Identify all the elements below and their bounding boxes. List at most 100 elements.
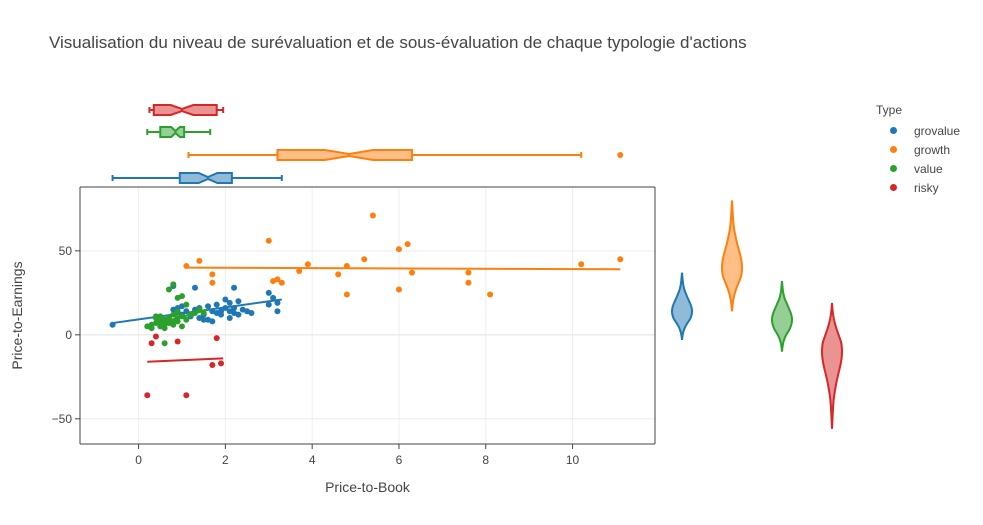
point-growth	[278, 279, 285, 286]
point-value	[157, 313, 164, 320]
point-value	[183, 316, 190, 323]
violin-value	[770, 280, 794, 352]
point-value	[178, 293, 185, 300]
point-growth	[209, 271, 216, 278]
point-value	[161, 340, 168, 347]
point-grovalue	[226, 315, 233, 322]
point-risky	[183, 392, 190, 399]
point-risky	[152, 333, 159, 340]
violin-risky	[821, 302, 843, 429]
point-grovalue	[209, 318, 216, 325]
point-growth	[487, 291, 494, 298]
point-value	[196, 306, 203, 313]
point-grovalue	[213, 301, 220, 308]
point-growth	[395, 246, 402, 253]
point-grovalue	[192, 284, 198, 291]
legend: Type grovalue growth value risky	[876, 103, 960, 197]
trendline-growth	[186, 266, 621, 271]
point-value	[170, 281, 177, 288]
point-risky	[209, 362, 216, 369]
point-grovalue	[196, 315, 203, 322]
point-grovalue	[222, 296, 229, 303]
y-axis-title: Price-to-Earnings	[9, 261, 25, 369]
point-value	[200, 309, 207, 316]
point-value	[152, 313, 159, 320]
point-value	[174, 318, 181, 325]
point-value	[178, 313, 185, 320]
point-grovalue	[270, 294, 277, 301]
point-risky	[174, 338, 181, 345]
point-risky	[213, 335, 220, 342]
chart-title: Visualisation du niveau de surévaluation…	[49, 33, 747, 52]
point-growth	[274, 276, 281, 283]
point-growth	[335, 271, 342, 278]
legend-marker-risky	[890, 184, 897, 191]
x-tick-label: 6	[396, 453, 403, 467]
legend-item-risky[interactable]: risky	[876, 178, 960, 197]
point-growth	[617, 256, 624, 263]
point-grovalue	[274, 299, 281, 306]
legend-label-growth: growth	[914, 142, 951, 157]
point-grovalue	[218, 308, 225, 315]
x-tick-label: 0	[135, 453, 142, 467]
point-growth	[183, 262, 190, 269]
point-growth	[361, 256, 368, 263]
point-value	[148, 325, 155, 332]
point-value	[161, 325, 168, 332]
y-tick-label: 0	[65, 328, 72, 342]
point-grovalue	[231, 284, 238, 291]
trendline-risky	[147, 357, 224, 363]
box-risky	[152, 104, 218, 116]
legend-item-growth[interactable]: growth	[876, 140, 960, 159]
point-growth	[209, 279, 216, 286]
point-growth	[395, 286, 402, 293]
point-risky	[218, 360, 225, 367]
y-tick-label: −50	[52, 412, 73, 426]
point-grovalue	[205, 303, 212, 310]
legend-item-value[interactable]: value	[876, 159, 960, 178]
box-value	[159, 126, 186, 138]
box-grovalue	[178, 172, 233, 184]
legend-label-value: value	[914, 161, 943, 176]
point-grovalue	[235, 298, 242, 305]
point-grovalue	[265, 289, 272, 296]
point-growth	[465, 269, 472, 276]
x-tick-label: 2	[222, 453, 229, 467]
point-grovalue	[109, 321, 116, 328]
point-value	[170, 311, 177, 318]
point-grovalue	[235, 311, 242, 318]
point-growth	[265, 237, 272, 244]
box-outlier-growth	[617, 152, 624, 158]
point-growth	[343, 262, 350, 269]
legend-item-grovalue[interactable]: grovalue	[876, 121, 960, 140]
violin-grovalue	[670, 272, 694, 340]
y-tick-label: 50	[59, 244, 73, 258]
point-grovalue	[274, 308, 281, 315]
legend-label-risky: risky	[914, 180, 939, 195]
point-grovalue	[248, 309, 255, 316]
x-axis-title: Price-to-Book	[325, 479, 411, 495]
point-grovalue	[226, 299, 233, 306]
x-tick-label: 4	[309, 453, 316, 467]
point-value	[165, 286, 172, 293]
point-risky	[148, 340, 155, 347]
point-growth	[343, 291, 350, 298]
point-growth	[578, 261, 585, 268]
point-grovalue	[183, 308, 190, 315]
legend-marker-growth	[890, 146, 897, 153]
point-growth	[304, 261, 311, 268]
point-growth	[465, 279, 472, 286]
point-grovalue	[231, 304, 238, 311]
point-value	[165, 315, 172, 322]
point-growth	[369, 212, 376, 219]
point-growth	[408, 269, 415, 276]
point-value	[183, 301, 190, 308]
point-value	[192, 309, 198, 316]
point-value	[178, 323, 185, 330]
point-grovalue	[265, 301, 272, 308]
point-value	[170, 321, 177, 328]
legend-marker-value	[890, 165, 897, 172]
legend-marker-grovalue	[890, 127, 897, 134]
legend-items: grovalue growth value risky	[876, 121, 960, 197]
